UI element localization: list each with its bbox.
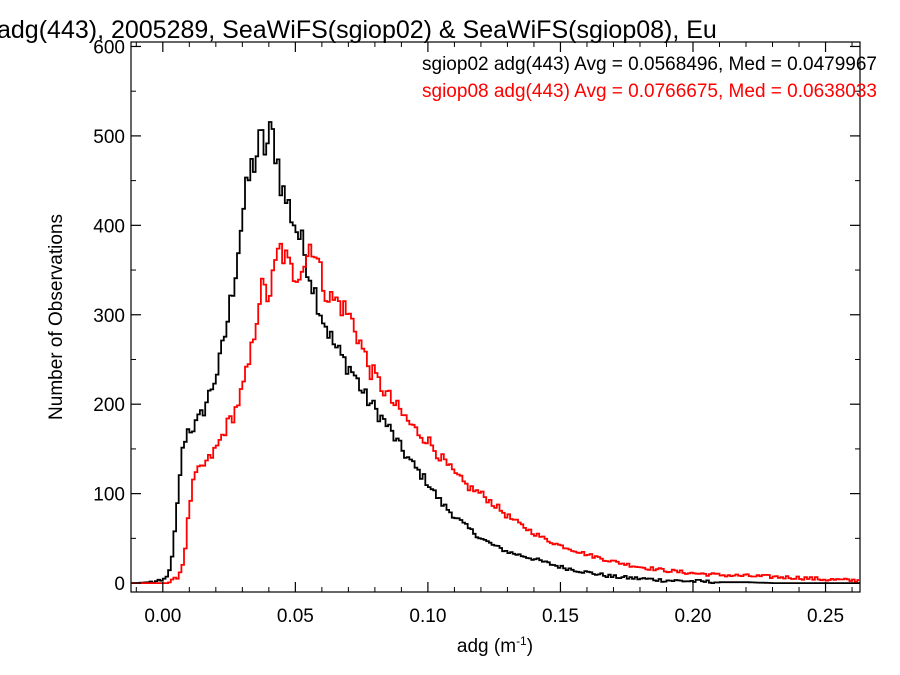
x-tick-label: 0.10 xyxy=(409,606,446,627)
x-tick-label: 0.20 xyxy=(675,606,712,627)
y-tick-label: 300 xyxy=(93,306,125,327)
y-tick-label: 600 xyxy=(93,37,125,58)
x-axis-ticks: 0.00 0.05 0.10 0.15 0.20 0.25 xyxy=(135,42,853,627)
x-tick-label: 0.25 xyxy=(807,606,844,627)
series-line-sgiop08 xyxy=(131,242,860,584)
x-axis-label-superscript: -1 xyxy=(516,634,527,648)
y-tick-label: 0 xyxy=(114,574,125,595)
legend-entry-sgiop08: sgiop08 adg(443) Avg = 0.0766675, Med = … xyxy=(422,81,877,102)
series-line-sgiop02 xyxy=(131,121,860,584)
chart-title: adg(443), 2005289, SeaWiFS(sgiop02) & Se… xyxy=(0,16,717,44)
series-layer xyxy=(131,121,860,584)
y-axis-ticks: 0 100 200 300 400 500 600 xyxy=(93,37,860,595)
legend: sgiop02 adg(443) Avg = 0.0568496, Med = … xyxy=(422,54,877,102)
y-tick-label: 400 xyxy=(93,216,125,237)
x-axis-label-close: ) xyxy=(527,636,533,657)
x-tick-label: 0.05 xyxy=(277,606,314,627)
x-axis-label-main: adg (m xyxy=(457,636,516,657)
y-tick-label: 500 xyxy=(93,127,125,148)
y-tick-label: 200 xyxy=(93,395,125,416)
plot-frame xyxy=(130,41,861,593)
plot-area: 0.00 0.05 0.10 0.15 0.20 0.25 0 100 200 300 400 50… xyxy=(93,37,861,627)
y-axis-label: Number of Observations xyxy=(46,214,67,420)
legend-entry-sgiop02: sgiop02 adg(443) Avg = 0.0568496, Med = … xyxy=(422,54,877,75)
x-axis-label: adg (m-1) xyxy=(457,634,533,657)
x-tick-label: 0.00 xyxy=(144,606,181,627)
y-tick-label: 100 xyxy=(93,485,125,506)
x-tick-label: 0.15 xyxy=(542,606,579,627)
